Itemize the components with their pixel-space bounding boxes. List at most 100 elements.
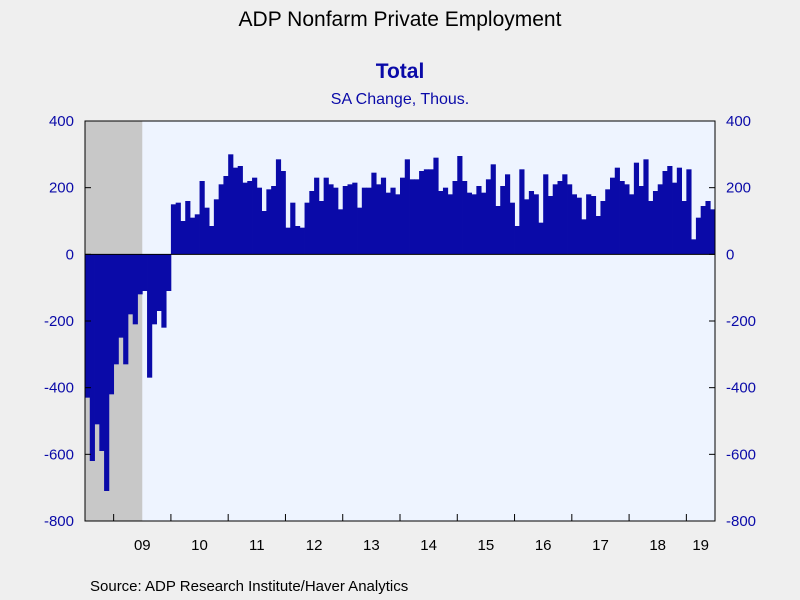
- bar: [104, 254, 110, 491]
- source-note: Source: ADP Research Institute/Haver Ana…: [90, 578, 409, 595]
- bar: [352, 182, 358, 255]
- bar: [127, 254, 134, 315]
- bar: [209, 226, 215, 255]
- bar: [552, 184, 558, 255]
- x-tick-label: 12: [306, 537, 323, 554]
- bar: [433, 157, 439, 255]
- bar: [94, 254, 100, 425]
- bar: [252, 177, 258, 255]
- bar: [710, 209, 716, 255]
- bar: [385, 192, 391, 255]
- bar: [519, 169, 525, 255]
- y-tick-label-right: 400: [726, 113, 751, 130]
- bar: [99, 254, 105, 451]
- y-tick-label-right: -600: [726, 446, 756, 463]
- bar: [409, 179, 415, 255]
- bar: [495, 206, 501, 255]
- bar: [204, 207, 210, 255]
- bar: [586, 194, 592, 255]
- bar: [600, 201, 606, 255]
- bar: [414, 179, 420, 255]
- bar: [457, 156, 463, 255]
- bar: [423, 169, 430, 255]
- bar: [643, 159, 649, 255]
- x-tick-label: 17: [592, 537, 609, 554]
- bar: [304, 202, 310, 255]
- bar: [113, 254, 119, 365]
- bar: [533, 194, 539, 255]
- bar: [151, 254, 157, 325]
- bar: [562, 174, 568, 255]
- bar: [357, 207, 363, 255]
- bar: [85, 254, 91, 398]
- bar: [271, 186, 277, 255]
- bar: [595, 216, 601, 255]
- bar: [466, 192, 472, 255]
- bar: [170, 204, 177, 255]
- bar: [404, 159, 410, 255]
- bar: [681, 201, 687, 255]
- bar: [672, 182, 678, 255]
- bar: [605, 189, 611, 255]
- bar: [380, 177, 387, 255]
- bar: [471, 194, 477, 255]
- bar: [667, 166, 673, 255]
- bar: [691, 239, 697, 255]
- bar: [371, 172, 377, 255]
- bar: [571, 194, 577, 255]
- bar: [232, 167, 239, 255]
- x-tick-label: 10: [191, 537, 208, 554]
- x-tick-label: 18: [649, 537, 666, 554]
- bar: [419, 171, 425, 255]
- bar: [438, 191, 444, 255]
- bar: [266, 189, 272, 255]
- bar: [509, 202, 515, 255]
- bar: [218, 184, 224, 255]
- bar: [299, 227, 305, 255]
- bar: [514, 226, 520, 255]
- bar: [366, 187, 372, 255]
- bar: [108, 254, 115, 395]
- bar: [543, 174, 549, 255]
- bar: [290, 202, 296, 255]
- bar: [490, 164, 496, 255]
- bar: [314, 177, 320, 255]
- y-tick-label-left: 400: [49, 113, 74, 130]
- bar: [648, 201, 654, 255]
- bar: [156, 254, 162, 311]
- bar: [581, 219, 587, 255]
- bar: [657, 184, 663, 255]
- x-tick-label: 19: [692, 537, 709, 554]
- bar: [476, 186, 482, 255]
- bar: [295, 226, 301, 255]
- bar: [333, 187, 339, 255]
- bar: [629, 194, 635, 255]
- x-tick-label: 14: [420, 537, 437, 554]
- bar: [132, 254, 138, 325]
- bar: [547, 196, 554, 255]
- bar: [323, 177, 329, 255]
- bar: [610, 177, 616, 255]
- bar: [442, 187, 449, 255]
- bar: [462, 181, 468, 255]
- bar: [223, 176, 229, 255]
- x-tick-label: 16: [535, 537, 552, 554]
- x-tick-label: 11: [249, 537, 265, 554]
- axis-ticks: 400 400 200 200 0 0 -200 -200 -400 -400 -600 -600 -8…: [44, 113, 756, 554]
- bar: [447, 194, 453, 255]
- chart-title: ADP Nonfarm Private Employment: [238, 8, 562, 31]
- plot-frame: [84, 120, 716, 522]
- bar: [166, 254, 172, 291]
- y-tick-label-left: 200: [49, 180, 74, 197]
- bar: [619, 181, 625, 255]
- chart-unit: SA Change, Thous.: [330, 91, 470, 108]
- bar: [400, 177, 406, 255]
- bar: [695, 217, 702, 255]
- bar: [328, 184, 334, 255]
- x-tick-label: 15: [478, 537, 495, 554]
- bar: [309, 191, 315, 255]
- bar: [376, 184, 382, 255]
- bar: [347, 184, 353, 255]
- bar: [89, 254, 95, 461]
